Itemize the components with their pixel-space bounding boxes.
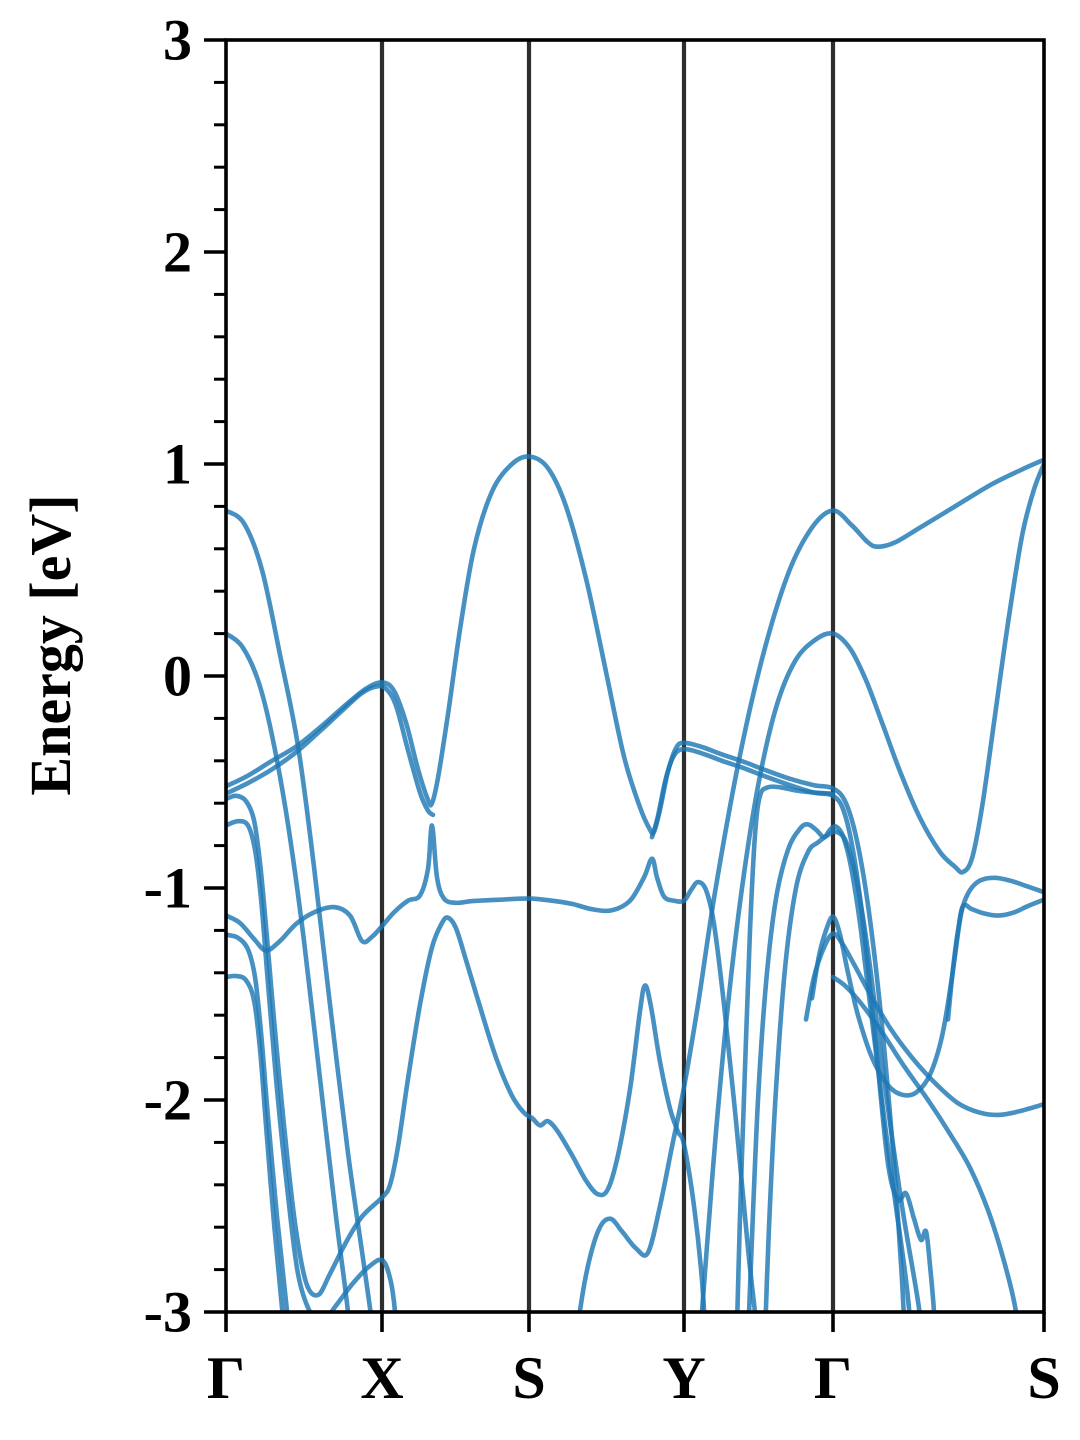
band-curve-band-14 — [735, 784, 836, 1312]
band-curve-band-8a — [226, 932, 290, 1312]
kpoint-label-s2: S — [1027, 1345, 1060, 1411]
y-tick-label-2: 2 — [163, 220, 192, 285]
kpoint-label-gamma1: Γ — [207, 1345, 245, 1411]
band-curve-band-5 — [226, 793, 707, 1312]
kpoint-label-y: Y — [662, 1345, 705, 1411]
y-tick-labels: 3 2 1 0 -1 -2 -3 — [144, 8, 192, 1345]
band-curve-band-10 — [809, 875, 1044, 1098]
band-curve-band-1b — [577, 457, 1044, 1312]
plot-frame — [224, 38, 1046, 1314]
band-curve-band-4a — [226, 683, 436, 818]
x-tick-labels: Γ X S Y Γ S — [207, 1345, 1061, 1411]
y-tick-label-m1: -1 — [144, 856, 192, 921]
y-tick-label-0: 0 — [163, 644, 192, 709]
kpoint-label-x: X — [360, 1345, 403, 1411]
kpoint-label-s1: S — [512, 1345, 545, 1411]
band-curve-band-4b — [649, 746, 937, 1312]
band-curve-band-6 — [226, 818, 398, 1312]
band-curve-band-2a — [226, 631, 351, 1312]
y-tick-label-3: 3 — [163, 8, 192, 73]
band-curve-band-1a — [226, 508, 373, 1312]
band-curves — [226, 454, 1044, 1312]
band-curve-band-7 — [226, 823, 758, 1312]
kpoint-lines — [379, 40, 836, 1312]
band-curve-band-11 — [945, 897, 1044, 1022]
band-curve-band-9a — [226, 973, 285, 1312]
kpoint-label-gamma2: Γ — [814, 1345, 852, 1411]
band-curve-band-2b — [699, 461, 1044, 1312]
y-tick-label-m3: -3 — [144, 1280, 192, 1345]
band-curve-band-13 — [763, 829, 922, 1312]
band-curve-band-8b — [803, 931, 1044, 1118]
band-curve-band-9b — [830, 974, 1019, 1312]
y-tick-label-m2: -2 — [144, 1068, 192, 1133]
axis-ticks — [204, 38, 1046, 1332]
y-axis-title: Energy [eV] — [18, 494, 83, 795]
y-tick-label-1: 1 — [163, 432, 192, 497]
band-curve-band-3 — [226, 454, 906, 1312]
